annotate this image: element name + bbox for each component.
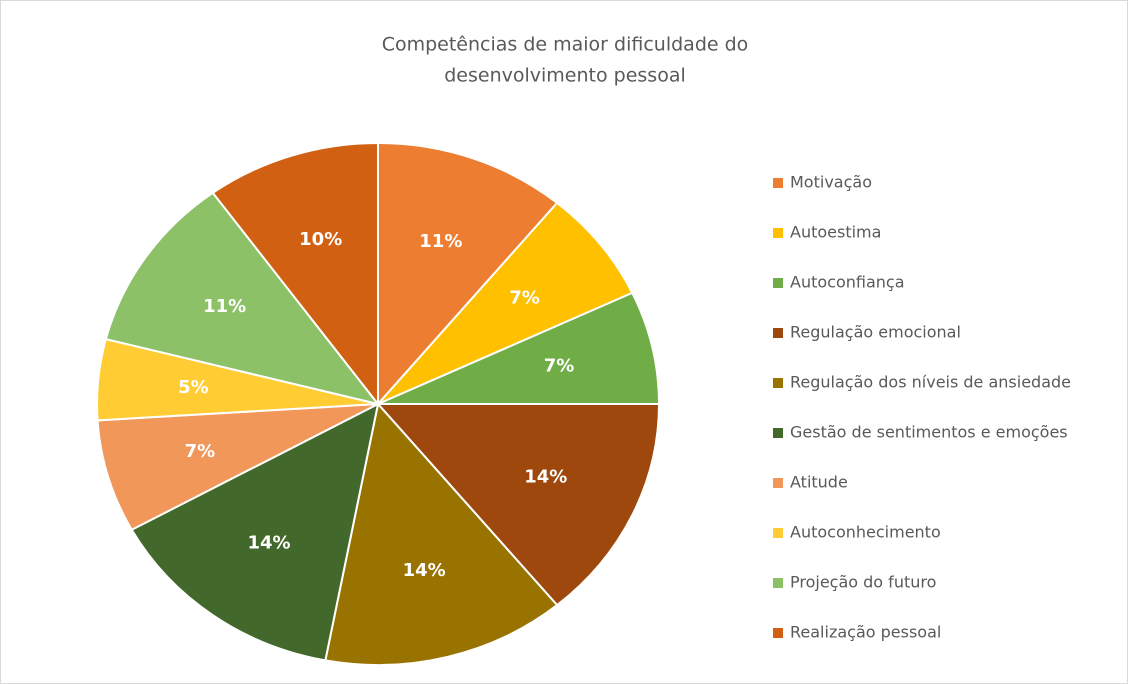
data-label: 14%	[403, 560, 446, 581]
pie-slice	[377, 291, 661, 405]
legend-swatch	[773, 278, 783, 288]
legend-swatch	[773, 378, 783, 388]
legend-swatch	[773, 578, 783, 588]
data-label: 11%	[419, 231, 462, 252]
data-label: 7%	[544, 355, 575, 376]
pie-slice	[377, 141, 559, 407]
chart-title: desenvolvimento pessoal	[444, 65, 686, 87]
pie-slice	[324, 401, 559, 666]
legend-label: Autoconhecimento	[790, 523, 941, 542]
legend-label: Realização pessoal	[790, 623, 941, 642]
legend-label: Autoestima	[790, 223, 881, 242]
data-label: 5%	[178, 377, 209, 398]
data-label: 7%	[509, 287, 540, 308]
pie-slice	[211, 141, 379, 407]
legend-swatch	[773, 228, 783, 238]
pie-slice	[104, 191, 381, 406]
pie-slice	[377, 201, 634, 405]
legend-label: Atitude	[790, 473, 848, 492]
legend-swatch	[773, 478, 783, 488]
pie-slice	[130, 402, 380, 662]
legend-label: Motivação	[790, 173, 872, 192]
data-label: 11%	[203, 296, 246, 317]
pie-slice	[96, 403, 379, 532]
data-label: 14%	[247, 532, 290, 553]
legend-swatch	[773, 328, 783, 338]
legend-label: Gestão de sentimentos e emoções	[790, 423, 1068, 442]
legend-swatch	[773, 428, 783, 438]
legend-swatch	[773, 178, 783, 188]
chart-title: Competências de maior dificuldade do	[382, 34, 749, 56]
legend-swatch	[773, 628, 783, 638]
data-label: 10%	[299, 229, 342, 250]
data-label: 14%	[524, 466, 567, 487]
pie-slice	[375, 403, 661, 607]
legend-label: Regulação dos níveis de ansiedade	[790, 373, 1071, 392]
legend-label: Autoconfiança	[790, 273, 905, 292]
legend-swatch	[773, 528, 783, 538]
legend-label: Projeção do futuro	[790, 573, 936, 592]
legend-label: Regulação emocional	[790, 323, 961, 342]
data-label: 7%	[185, 441, 216, 462]
